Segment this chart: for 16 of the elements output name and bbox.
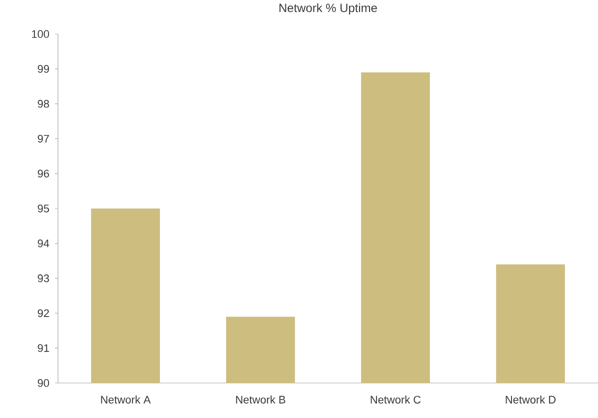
- chart-title: Network % Uptime: [280, 3, 377, 14]
- y-tick-label: 92: [38, 309, 49, 318]
- y-tick-label: 99: [38, 65, 49, 73]
- y-tick-label: 95: [38, 204, 50, 212]
- y-tick-label: 98: [38, 100, 49, 108]
- y-tick-label: 97: [38, 134, 49, 143]
- x-tick-label: Network B: [236, 396, 286, 404]
- y-tick-label: 100: [32, 30, 50, 38]
- y-tick-label: 94: [38, 240, 50, 248]
- y-tick-label: 91: [38, 344, 49, 352]
- x-tick-label: Network D: [506, 396, 556, 404]
- y-tick-label: 90: [38, 379, 50, 387]
- x-tick-label: Network C: [370, 396, 421, 404]
- y-tick-label: 96: [38, 170, 49, 178]
- y-tick-label: 93: [38, 274, 49, 282]
- x-tick-label: Network A: [101, 396, 151, 404]
